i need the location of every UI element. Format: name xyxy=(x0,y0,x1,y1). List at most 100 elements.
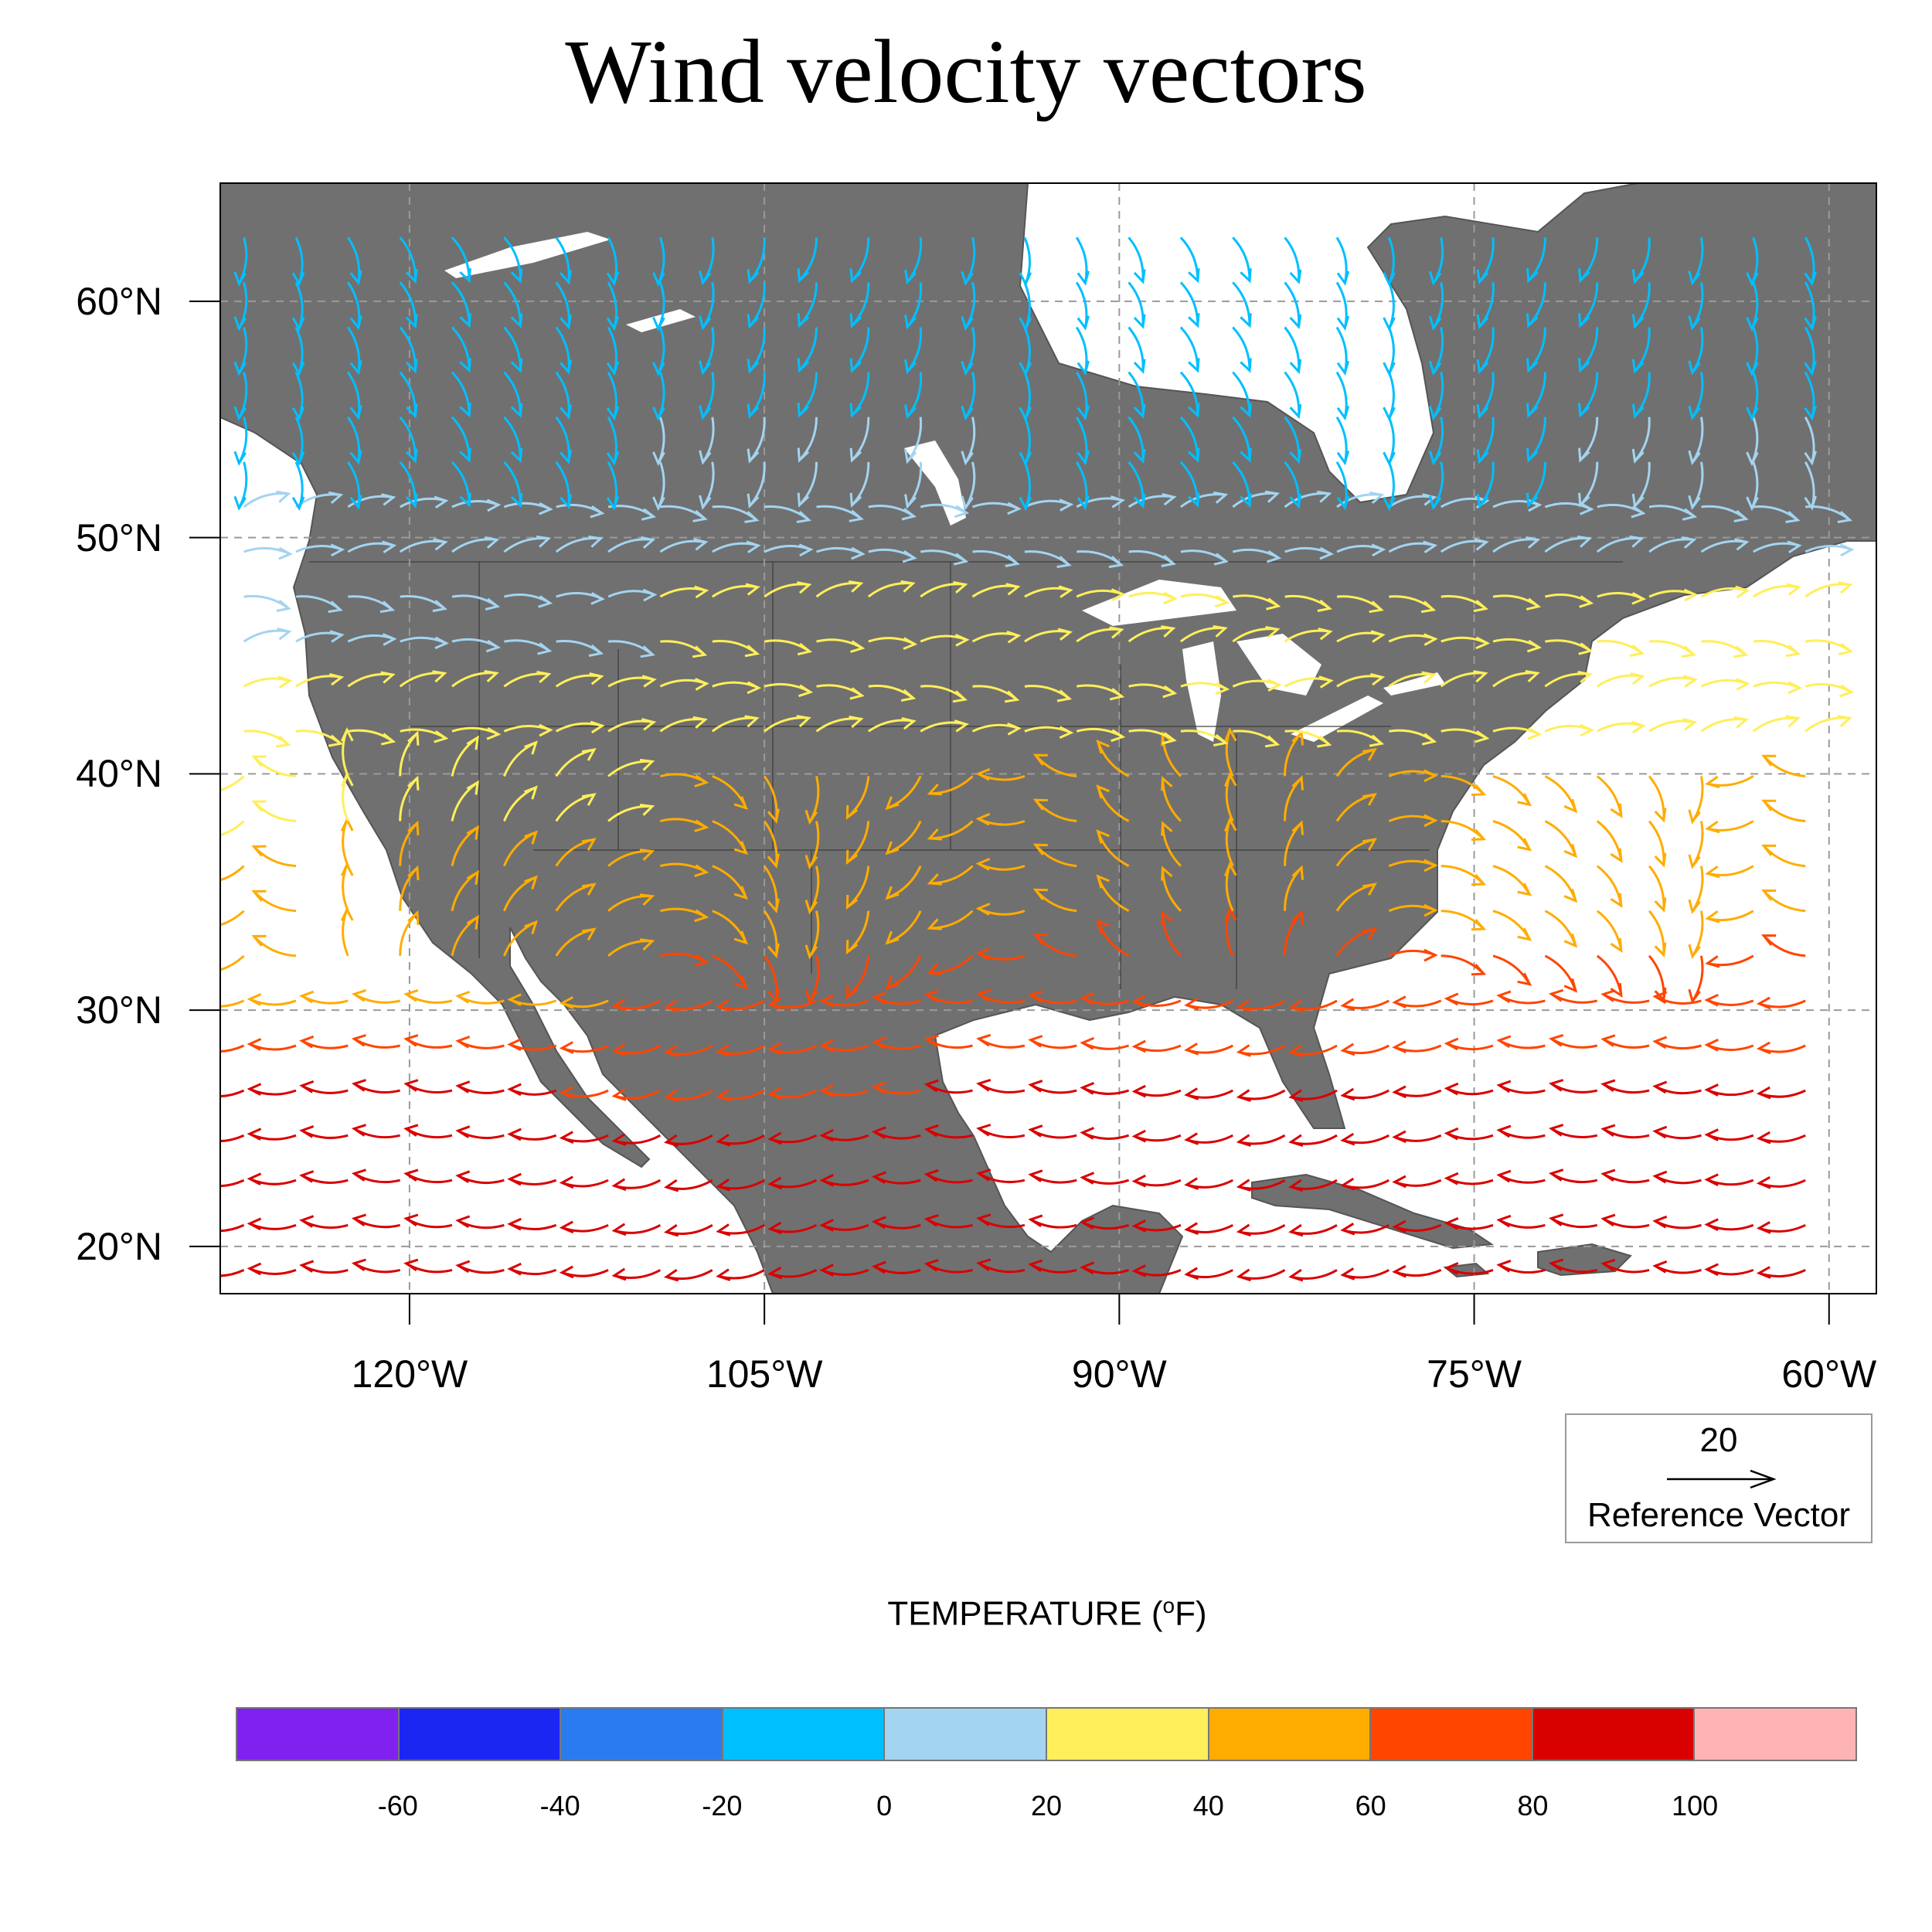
wind-vector-head xyxy=(351,1213,366,1226)
wind-vector-head xyxy=(1236,1223,1251,1237)
wind-vector-head xyxy=(1288,1268,1304,1282)
wind-vector-head xyxy=(976,1078,992,1092)
wind-vector-head xyxy=(1526,403,1539,418)
wind-vector-head xyxy=(1369,492,1385,505)
wind-vector-head xyxy=(927,873,942,886)
wind-vector-head xyxy=(1028,1259,1043,1273)
wind-vector-head xyxy=(351,1258,366,1272)
wind-vector-head xyxy=(1548,1168,1564,1182)
wind-vector-head xyxy=(1428,405,1442,421)
wind-vector-head xyxy=(961,451,974,466)
wind-vector-head xyxy=(767,808,780,824)
wind-vector-head xyxy=(798,543,814,557)
wind-vector-head xyxy=(1683,588,1699,602)
wind-vector-head xyxy=(1161,821,1173,836)
wind-vector-head xyxy=(849,492,862,509)
wind-vector-head xyxy=(694,864,709,878)
wind-vector-head xyxy=(1240,268,1252,284)
wind-vector-head xyxy=(1600,1213,1616,1227)
wind-vector-head xyxy=(716,1223,731,1236)
wind-vector-head xyxy=(927,783,942,796)
wind-vector-head xyxy=(885,975,900,990)
wind-vector-head xyxy=(1517,972,1532,986)
wind-vector-head xyxy=(1109,688,1125,701)
wind-vector-head xyxy=(1161,625,1176,638)
wind-vector-head xyxy=(349,495,362,510)
wind-vector-head xyxy=(1688,988,1701,1005)
wind-vector-head xyxy=(849,268,862,284)
wind-vector-head xyxy=(1028,1124,1043,1138)
wind-vector-head xyxy=(694,774,709,787)
wind-vector-head xyxy=(1704,1039,1719,1052)
wind-vector-head xyxy=(1077,270,1090,286)
wind-vector-head xyxy=(1578,492,1590,508)
wind-vector-head xyxy=(1787,681,1803,695)
reference-vector-arrow xyxy=(1667,1469,1777,1489)
wind-vector-head xyxy=(1525,670,1540,683)
wind-vector-head xyxy=(1785,645,1801,658)
wind-vector-head xyxy=(559,1175,574,1189)
wind-vector-head xyxy=(485,597,501,611)
wind-vector-head xyxy=(1526,358,1539,373)
wind-vector-head xyxy=(1264,735,1281,748)
wind-vector-head xyxy=(716,1268,731,1281)
wind-vector-head xyxy=(1133,269,1146,284)
wind-vector-head xyxy=(1746,496,1759,512)
colorbar-box xyxy=(1695,1709,1855,1760)
wind-vector-head xyxy=(1578,358,1590,373)
wind-vector-head xyxy=(328,734,344,747)
wind-vector-head xyxy=(1266,597,1281,611)
wind-vector-head xyxy=(559,1131,574,1144)
wind-vector-head xyxy=(455,1080,471,1094)
wind-vector-head xyxy=(1340,1267,1355,1281)
wind-vector-head xyxy=(1476,449,1489,464)
wind-vector-head xyxy=(590,720,605,734)
wind-vector-head xyxy=(1019,272,1032,287)
wind-vector-head xyxy=(819,1174,834,1187)
wind-vector-head xyxy=(1631,505,1646,519)
wind-vector-head xyxy=(539,723,553,737)
wind-vector-head xyxy=(885,886,900,900)
wind-vector-head xyxy=(510,268,523,284)
colorbar-label: 80 xyxy=(1517,1790,1549,1821)
colorbar-label: -60 xyxy=(377,1790,418,1821)
wind-vector-head xyxy=(1526,447,1539,463)
wind-vector-head xyxy=(652,362,665,376)
wind-vector-head xyxy=(299,1035,315,1049)
wind-vector-head xyxy=(434,495,449,509)
wind-vector-head xyxy=(1444,1217,1459,1230)
wind-vector-head xyxy=(652,451,665,467)
wind-vector-head xyxy=(1600,1079,1616,1092)
wind-vector-head xyxy=(1019,451,1032,467)
wind-vector-head xyxy=(1383,406,1396,422)
wind-vector-head xyxy=(1688,405,1701,420)
colorbar-box xyxy=(1532,1709,1696,1760)
wind-vector-head xyxy=(885,796,900,811)
wind-vector-head xyxy=(1756,1131,1771,1145)
wind-vector-head xyxy=(641,718,657,731)
wind-vector-head xyxy=(1746,451,1759,467)
wind-vector-head xyxy=(299,1170,315,1183)
wind-vector-head xyxy=(507,1262,522,1276)
wind-vector-head xyxy=(1563,933,1578,948)
wind-vector-head xyxy=(403,1079,419,1092)
wind-vector-head xyxy=(1369,734,1385,747)
wind-vector-head xyxy=(406,314,418,329)
wind-vector-head xyxy=(606,495,620,511)
wind-vector-head xyxy=(1028,1080,1043,1093)
wind-vector-head xyxy=(845,849,859,865)
wind-vector-head xyxy=(251,934,267,947)
wind-vector-head xyxy=(1428,495,1442,511)
wind-vector-head xyxy=(278,546,293,560)
wind-vector-head xyxy=(904,314,917,330)
wind-vector-head xyxy=(1423,633,1438,646)
wind-vector-head xyxy=(652,317,665,332)
wind-vector-head xyxy=(507,1083,522,1097)
wind-vector-head xyxy=(640,645,655,658)
wind-vector-head xyxy=(1804,451,1817,466)
wind-vector-head xyxy=(1704,1083,1719,1097)
wind-vector-head xyxy=(1059,498,1074,512)
wind-vector-head xyxy=(1688,944,1701,959)
wind-vector-head xyxy=(1289,493,1302,509)
